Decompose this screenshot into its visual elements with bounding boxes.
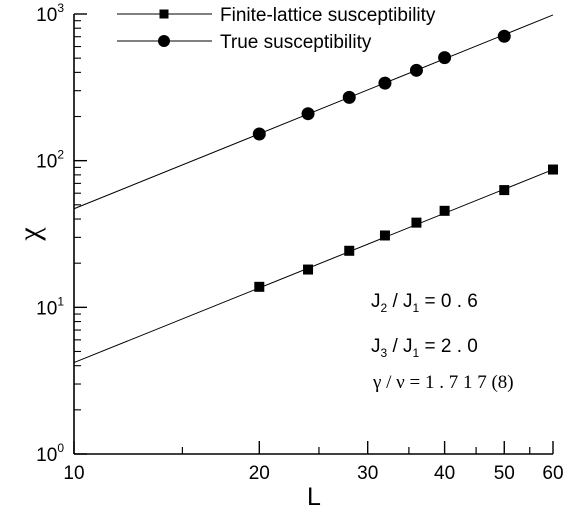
data-point-true [438, 51, 452, 65]
annotation-j3-operator: / [387, 336, 403, 357]
data-point-finite [254, 281, 265, 292]
legend-marker-circle [158, 35, 170, 47]
legend: Finite-lattice susceptibility True susce… [117, 5, 436, 53]
y-tick-exponent: 3 [57, 1, 64, 15]
data-point-finite [499, 185, 510, 196]
data-markers [252, 29, 558, 292]
y-tick-exponent: 2 [57, 148, 64, 162]
y-tick-exponent: 1 [57, 294, 64, 308]
data-point-true [342, 90, 356, 104]
legend-label-finite: Finite-lattice susceptibility [220, 5, 436, 26]
annotation-j2-subscript: 2 [381, 301, 388, 315]
y-tick-base: 10 [36, 152, 57, 173]
axis-ticks [73, 13, 554, 455]
data-point-finite [379, 230, 390, 241]
data-point-true [378, 76, 392, 90]
annotation-j1-symbol: J [403, 291, 413, 312]
x-tick-label: 20 [249, 463, 270, 484]
annotation-j2-symbol: J [371, 291, 381, 312]
annotation-j1-subscript: 1 [413, 301, 420, 315]
y-tick-label: 100 [36, 441, 64, 466]
legend-marker-square [159, 9, 169, 19]
fit-line-finite [73, 169, 554, 364]
annotation-j2-j1: J2 / J1 = 0 . 6 [371, 291, 478, 315]
data-point-finite [548, 164, 558, 175]
annotation-j2-value: = 0 . 6 [419, 291, 478, 312]
annotation-j1b-symbol: J [403, 336, 413, 357]
x-tick-label: 60 [542, 463, 563, 484]
x-tick-label: 10 [63, 463, 84, 484]
data-point-true [409, 63, 423, 77]
fit-lines [73, 14, 554, 364]
data-point-true [497, 29, 511, 43]
y-tick-base: 10 [36, 445, 57, 466]
annotation-j3-value: = 2 . 0 [419, 336, 478, 357]
data-point-finite [439, 205, 450, 216]
y-tick-exponent: 0 [57, 441, 64, 455]
x-tick-label: 50 [494, 463, 515, 484]
x-tick-label: 30 [357, 463, 378, 484]
y-tick-label: 101 [36, 294, 64, 319]
x-tick-label: 40 [434, 463, 455, 484]
data-point-true [301, 107, 315, 121]
annotation-j3-j1: J3 / J1 = 2 . 0 [371, 336, 478, 360]
y-tick-base: 10 [36, 298, 57, 319]
data-point-finite [303, 264, 314, 275]
x-axis-title: L [307, 483, 321, 511]
data-point-true [252, 127, 266, 141]
annotation-j1b-subscript: 1 [413, 346, 420, 360]
annotation-exponent: γ / ν = 1 . 7 1 7 (8) [372, 372, 514, 393]
legend-label-true: True susceptibility [220, 32, 372, 53]
y-axis-title: χ [13, 227, 46, 242]
annotation-j3-subscript: 3 [381, 346, 388, 360]
data-point-finite [411, 217, 422, 228]
y-tick-base: 10 [36, 5, 57, 26]
data-point-finite [344, 245, 355, 256]
y-tick-label: 102 [36, 148, 64, 173]
y-tick-label: 103 [36, 1, 64, 26]
plot-axes [73, 14, 553, 455]
annotation-j2-operator: / [387, 291, 403, 312]
annotation-j3-symbol: J [371, 336, 381, 357]
